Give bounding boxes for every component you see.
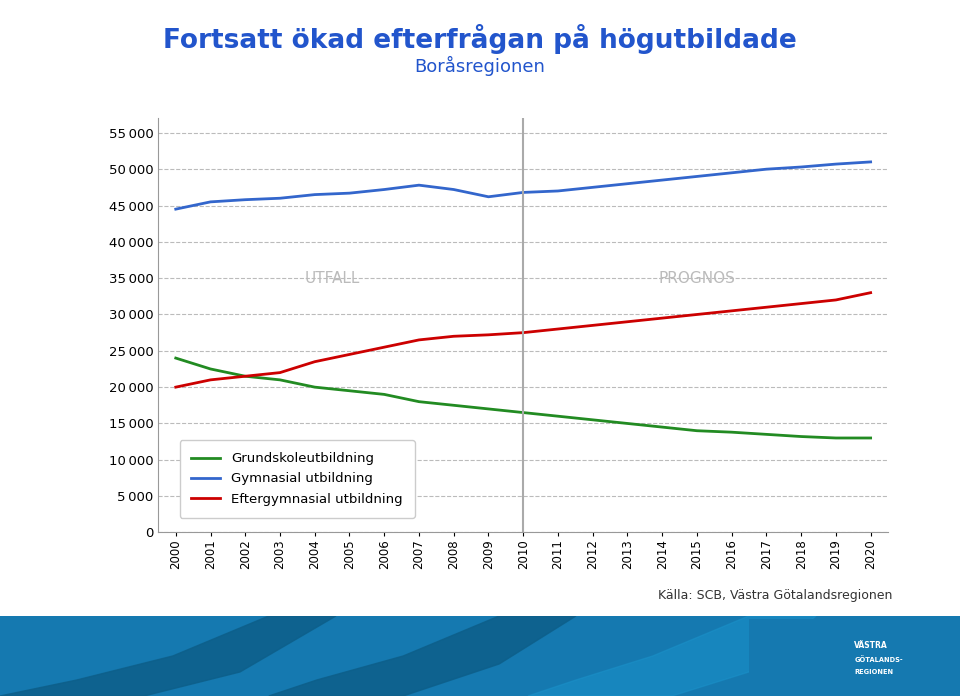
Eftergymnasial utbildning: [760, 303, 772, 311]
Grundskoleutbildning: [517, 409, 529, 417]
Eftergymnasial utbildning: [239, 372, 251, 381]
Gymnasial utbildning: [726, 168, 737, 177]
Grundskoleutbildning: [344, 386, 355, 395]
Eftergymnasial utbildning: [796, 299, 807, 308]
Gymnasial utbildning: [622, 180, 634, 188]
Eftergymnasial utbildning: [622, 317, 634, 326]
Grundskoleutbildning: [483, 405, 494, 413]
Gymnasial utbildning: [448, 185, 460, 193]
Eftergymnasial utbildning: [378, 343, 390, 351]
Grundskoleutbildning: [239, 372, 251, 381]
Grundskoleutbildning: [448, 401, 460, 409]
Grundskoleutbildning: [170, 354, 181, 362]
Text: REGIONEN: REGIONEN: [854, 669, 894, 675]
Text: VÄSTRA: VÄSTRA: [854, 640, 888, 649]
Gymnasial utbildning: [239, 196, 251, 204]
Gymnasial utbildning: [483, 193, 494, 201]
Eftergymnasial utbildning: [275, 368, 286, 377]
Eftergymnasial utbildning: [552, 325, 564, 333]
Gymnasial utbildning: [378, 185, 390, 193]
Grundskoleutbildning: [760, 430, 772, 438]
Eftergymnasial utbildning: [865, 289, 876, 297]
Gymnasial utbildning: [830, 160, 842, 168]
Gymnasial utbildning: [413, 181, 424, 189]
Text: Boråsregionen: Boråsregionen: [415, 56, 545, 76]
Polygon shape: [528, 616, 816, 696]
Text: Källa: SCB, Västra Götalandsregionen: Källa: SCB, Västra Götalandsregionen: [659, 589, 893, 602]
Line: Grundskoleutbildning: Grundskoleutbildning: [176, 358, 871, 438]
Gymnasial utbildning: [657, 176, 668, 184]
Grundskoleutbildning: [830, 434, 842, 442]
Eftergymnasial utbildning: [726, 307, 737, 315]
Gymnasial utbildning: [865, 158, 876, 166]
Eftergymnasial utbildning: [517, 329, 529, 337]
Eftergymnasial utbildning: [309, 358, 321, 366]
Eftergymnasial utbildning: [587, 322, 598, 330]
Text: Fortsatt ökad efterfrågan på högutbildade: Fortsatt ökad efterfrågan på högutbildad…: [163, 24, 797, 54]
Eftergymnasial utbildning: [344, 350, 355, 358]
Grundskoleutbildning: [275, 376, 286, 384]
Grundskoleutbildning: [796, 432, 807, 441]
Eftergymnasial utbildning: [830, 296, 842, 304]
Grundskoleutbildning: [204, 365, 216, 373]
Gymnasial utbildning: [204, 198, 216, 206]
Gymnasial utbildning: [587, 183, 598, 191]
Line: Eftergymnasial utbildning: Eftergymnasial utbildning: [176, 293, 871, 387]
Gymnasial utbildning: [796, 163, 807, 171]
Gymnasial utbildning: [344, 189, 355, 198]
Text: UTFALL: UTFALL: [304, 271, 360, 285]
Grundskoleutbildning: [657, 423, 668, 432]
Text: PROGNOS: PROGNOS: [659, 271, 735, 285]
Line: Gymnasial utbildning: Gymnasial utbildning: [176, 162, 871, 209]
Polygon shape: [0, 616, 336, 696]
Grundskoleutbildning: [622, 419, 634, 427]
Eftergymnasial utbildning: [170, 383, 181, 391]
Grundskoleutbildning: [726, 428, 737, 436]
Legend: Grundskoleutbildning, Gymnasial utbildning, Eftergymnasial utbildning: Grundskoleutbildning, Gymnasial utbildni…: [180, 441, 415, 518]
Grundskoleutbildning: [309, 383, 321, 391]
Gymnasial utbildning: [170, 205, 181, 213]
Grundskoleutbildning: [587, 416, 598, 424]
Text: GÖTALANDS-: GÖTALANDS-: [854, 656, 903, 663]
Grundskoleutbildning: [691, 427, 703, 435]
Gymnasial utbildning: [760, 165, 772, 173]
Eftergymnasial utbildning: [657, 314, 668, 322]
Grundskoleutbildning: [552, 412, 564, 420]
Gymnasial utbildning: [552, 187, 564, 195]
Eftergymnasial utbildning: [204, 376, 216, 384]
Gymnasial utbildning: [517, 188, 529, 196]
Gymnasial utbildning: [275, 194, 286, 203]
Grundskoleutbildning: [378, 390, 390, 399]
Eftergymnasial utbildning: [483, 331, 494, 339]
Grundskoleutbildning: [865, 434, 876, 442]
Grundskoleutbildning: [413, 397, 424, 406]
Gymnasial utbildning: [309, 191, 321, 199]
Eftergymnasial utbildning: [448, 332, 460, 340]
Eftergymnasial utbildning: [413, 335, 424, 344]
Gymnasial utbildning: [691, 173, 703, 181]
Polygon shape: [269, 616, 576, 696]
Eftergymnasial utbildning: [691, 310, 703, 319]
